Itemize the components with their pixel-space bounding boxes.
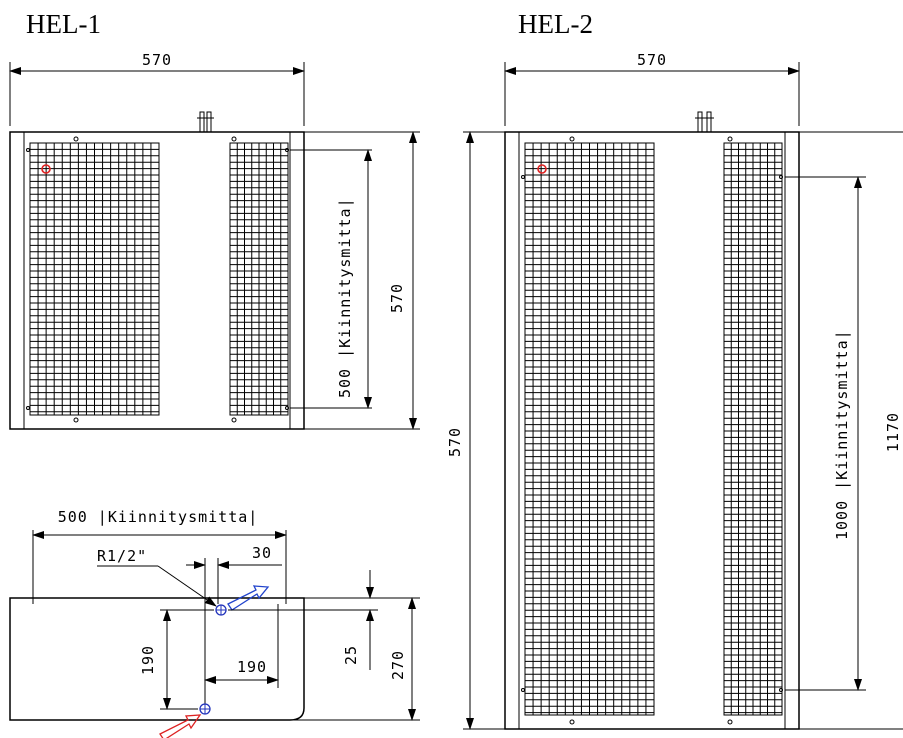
hel2-left-height-label: 570	[446, 427, 464, 457]
dim-270-label: 270	[389, 650, 407, 680]
hel2-unit-body	[504, 131, 800, 730]
hel1-height-label: 570	[388, 283, 406, 313]
dim-25-label: 25	[342, 645, 360, 665]
side-mount-label: 500 |Kiinnitysmitta|	[58, 508, 259, 526]
flow-out-arrow-icon	[227, 585, 270, 611]
hel2-right-grille	[723, 142, 783, 716]
hel2-mount-label: 1000 |Kiinnitysmitta|	[833, 329, 851, 540]
offset-30-label: 30	[252, 544, 272, 562]
hel1-width-label: 570	[142, 51, 172, 69]
hel2-top-pipe-stubs	[695, 111, 714, 133]
hel2-left-grille	[524, 142, 655, 716]
hel1-unit-body	[9, 131, 305, 430]
hel1-title: HEL-1	[26, 9, 101, 39]
hel1-front-view: 570 500 |Kiinnitysmitta|	[9, 51, 420, 430]
hel2-front-view: 570 570 1000 |Kiinnitysmitta|	[446, 51, 903, 730]
hel1-left-grille	[29, 142, 160, 416]
thread-size-label: R1/2"	[97, 547, 147, 565]
vertical-190-label: 190	[139, 645, 157, 675]
outlet-connector-icon	[215, 604, 227, 616]
hel1-top-pipe-stubs	[197, 111, 214, 133]
hel1-side-view: 500 |Kiinnitysmitta| R1/2" 30	[9, 508, 420, 738]
hel1-right-grille	[229, 142, 289, 416]
inlet-connector-icon	[199, 703, 211, 715]
hel1-mount-label: 500 |Kiinnitysmitta|	[336, 197, 354, 398]
indicator-light-icon	[41, 164, 51, 174]
hel2-height-label: 1170	[884, 412, 902, 452]
hel2-title: HEL-2	[518, 9, 593, 39]
indicator-light-icon	[537, 164, 547, 174]
flow-in-arrow-icon	[159, 714, 202, 738]
horizontal-190-label: 190	[237, 658, 267, 676]
hel2-width-label: 570	[637, 51, 667, 69]
